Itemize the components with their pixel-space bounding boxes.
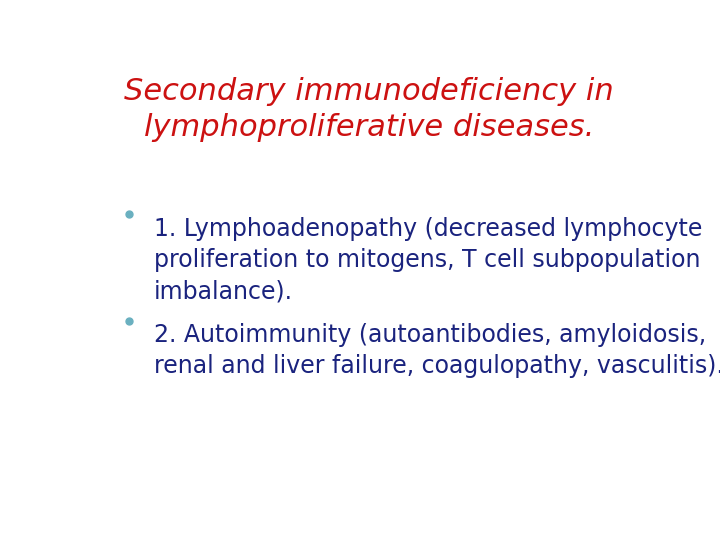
Text: 2. Autoimmunity (autoantibodies, amyloidosis,
renal and liver failure, coagulopa: 2. Autoimmunity (autoantibodies, amyloid…	[154, 322, 720, 378]
Text: Secondary immunodeficiency in
lymphoproliferative diseases.: Secondary immunodeficiency in lymphoprol…	[124, 77, 614, 142]
Text: 1. Lymphoadenopathy (decreased lymphocyte
proliferation to mitogens, T cell subp: 1. Lymphoadenopathy (decreased lymphocyt…	[154, 217, 703, 304]
